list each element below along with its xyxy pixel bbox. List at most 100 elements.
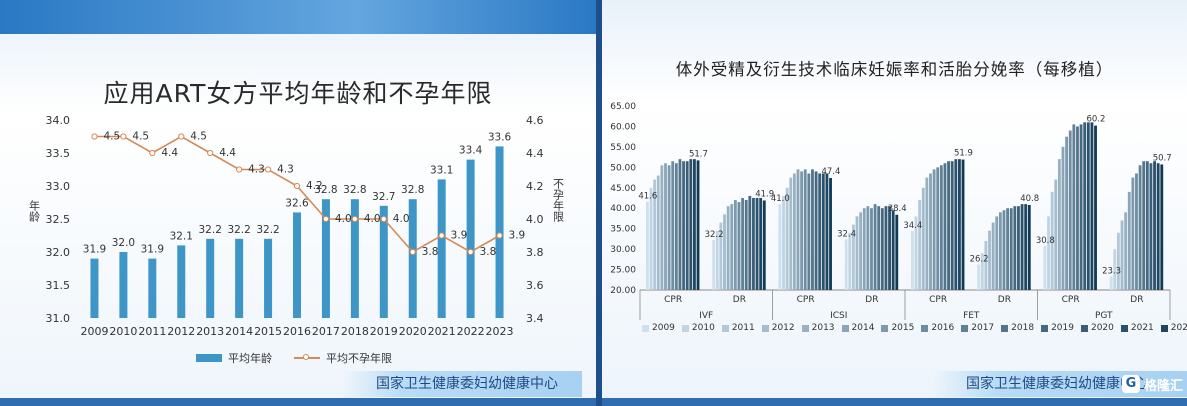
legend-item-year: 2011 [721,323,755,333]
bar [821,173,825,290]
bar [814,171,818,290]
y-tick-label: 45.00 [610,184,636,194]
line-point [264,166,272,173]
logo-icon: G [1121,375,1140,393]
bar [796,169,800,290]
line-point [322,215,330,223]
bar [958,159,961,290]
x-tick-label: 2019 [370,325,398,338]
line-value-label: 3.9 [451,230,468,242]
legend-swatch [681,324,689,332]
legend-swatch [761,324,769,332]
bar [1124,212,1128,290]
bar-value-label: 32.7 [372,191,395,203]
y-tick-label: 31.5 [46,279,71,292]
bar [1127,191,1131,290]
legend-item-year: 2013 [801,323,835,333]
line-point [120,133,127,140]
chart-title-left: 应用ART女方平均年龄和不孕年限 [103,79,493,108]
bar [1149,163,1153,290]
bar-value-label: 50.7 [1153,153,1172,163]
group-label: PGT [1095,311,1113,321]
bar [1024,204,1028,290]
y-tick-label: 65.00 [610,102,636,112]
line-value-label: 4.4 [161,147,178,159]
y-tick-label: 55.00 [610,143,636,153]
category-label: DR [1130,295,1143,305]
legend-label-year: 2010 [691,323,715,333]
bar [785,187,789,290]
line-point [467,248,474,256]
bar [177,245,186,318]
bar-value-label: 32.8 [314,184,337,196]
y-tick-label: 60.00 [610,122,636,132]
bar [674,163,678,290]
bar [918,200,922,290]
y2-tick-label: 4.0 [526,213,544,226]
group-label: FET [963,311,980,321]
x-tick-label: 2011 [138,325,166,338]
bar [733,200,737,290]
bar [844,239,848,290]
bar [350,199,359,318]
legend-item-year: 2022 [1160,323,1187,333]
watermark-logo: G 格隆汇 [1121,372,1183,396]
group-label: IVF [699,311,713,321]
legend-swatch [1001,324,1009,332]
y2-tick-label: 4.6 [526,114,544,127]
bar [936,167,940,290]
x-tick-label: 2022 [457,325,485,338]
bar-value-label: 32.2 [199,224,222,236]
bar-value-label: 34.4 [903,221,922,231]
y2-axis-label: 不孕年限 [552,178,565,222]
line-point [380,215,387,223]
bar [1027,204,1031,290]
bar [696,160,700,290]
bar [1076,126,1079,290]
bar [755,198,759,290]
bar [1142,161,1146,290]
bar [1047,216,1050,290]
bar [782,195,785,290]
right-slide: 体外受精及衍生技术临床妊娠率和活胎分娩率（每移植） 20.00 25.00 30.0… [602,0,1187,406]
legend-label-year: 2014 [851,323,875,333]
legend-label-infertility: 平均不孕年限 [326,352,392,365]
bar [715,230,719,290]
bar [862,208,866,290]
top-band [0,0,596,34]
bar-value-label: 38.4 [888,204,907,214]
line-value-label: 4.5 [132,131,149,143]
bar [235,238,244,318]
bar [803,169,807,290]
bar [748,195,752,290]
line-value-label: 4.4 [219,147,236,159]
bar [1090,122,1094,290]
bar [119,252,128,318]
legend-swatch [1080,324,1088,332]
legend-label-year: 2009 [652,323,675,333]
x-tick-label: 2016 [283,325,311,338]
bar [884,206,888,290]
footer-left: 国家卫生健康委妇幼健康中心 [342,371,582,397]
y-tick-label: 30.00 [610,245,636,255]
line-value-label: 4.5 [103,131,120,143]
legend-right: 2009 2010 2011 2012 2013 2014 2015 2016 2017 2018… [642,323,1187,333]
bar [825,173,829,290]
bar [653,179,657,290]
y2-tick-label: 3.4 [526,312,544,325]
legend-item-year: 2017 [961,323,994,333]
legend-label-year: 2017 [971,323,995,333]
legend-item-age: 平均年龄 [196,350,272,366]
legend-item-infertility: 平均不孕年限 [294,350,392,366]
bar [671,161,675,290]
bar [851,224,855,290]
bar [1057,159,1061,290]
category-label: CPR [1062,295,1080,305]
bar [1160,164,1164,290]
bar-value-label: 40.8 [1020,194,1039,204]
legend-swatch [881,324,889,332]
bar [148,258,157,318]
bar-value-label: 51.9 [954,149,973,159]
bottom-band [0,398,596,406]
bar [1131,177,1135,290]
